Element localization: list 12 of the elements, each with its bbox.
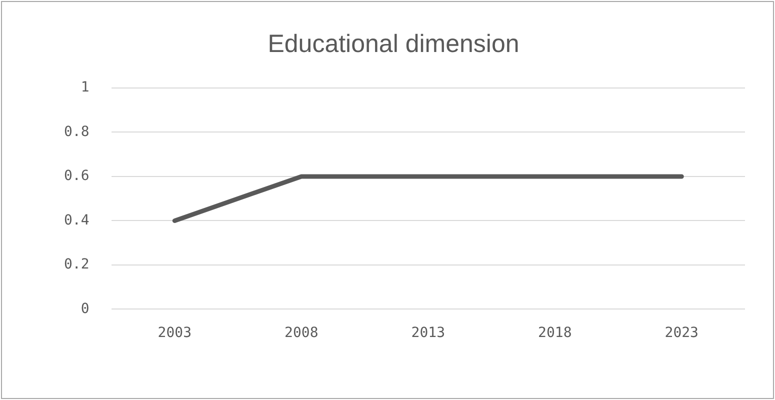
y-tick-label: 1 — [80, 80, 90, 96]
chart-title: Educational dimension — [268, 30, 520, 58]
y-tick-label: 0.2 — [64, 256, 90, 273]
y-tick-label: 0 — [80, 300, 90, 317]
y-tick-label: 0.6 — [64, 168, 90, 184]
x-tick-label: 2008 — [284, 325, 318, 342]
x-tick-label: 2013 — [411, 325, 445, 342]
y-tick-label: 0.8 — [64, 124, 90, 140]
x-tick-label: 2003 — [158, 325, 192, 342]
y-tick-label: 0.4 — [64, 212, 90, 228]
x-tick-label: 2023 — [664, 325, 698, 342]
x-tick-label: 2018 — [538, 325, 572, 342]
